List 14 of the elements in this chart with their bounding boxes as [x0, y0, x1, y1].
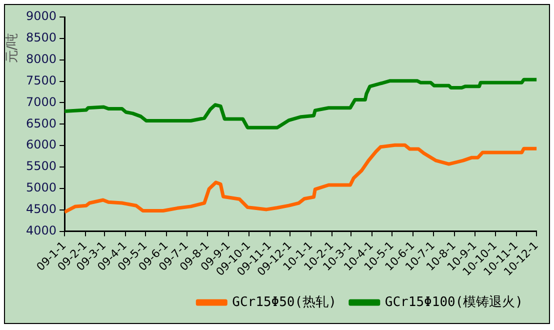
y-tick-label: 7500: [26, 73, 57, 88]
y-tick-label: 8500: [26, 30, 57, 45]
y-tick-label: 6000: [26, 138, 57, 152]
legend-label: GCr15Φ100(模铸退火): [384, 294, 523, 310]
y-axis-title: 元/吨: [4, 32, 22, 64]
y-tick-label: 5000: [26, 180, 57, 195]
y-tick-label: 8000: [26, 52, 57, 66]
legend-label: GCr15Φ50(热轧): [232, 294, 336, 310]
y-tick-label: 4000: [26, 223, 57, 238]
y-tick-label: 9000: [26, 9, 57, 24]
y-tick-label: 6500: [26, 116, 57, 130]
y-tick-label: 5500: [26, 159, 57, 174]
y-tick-label: 4500: [26, 202, 57, 216]
y-tick-label: 7000: [26, 94, 57, 109]
